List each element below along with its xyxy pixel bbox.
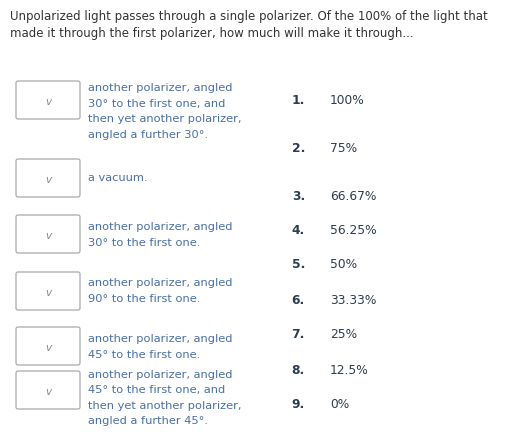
FancyBboxPatch shape xyxy=(16,371,80,409)
Text: 12.5%: 12.5% xyxy=(330,363,369,377)
FancyBboxPatch shape xyxy=(16,159,80,197)
Text: 30° to the first one, and: 30° to the first one, and xyxy=(88,98,225,108)
Text: v: v xyxy=(45,231,51,241)
Text: another polarizer, angled: another polarizer, angled xyxy=(88,83,233,93)
FancyBboxPatch shape xyxy=(16,215,80,253)
FancyBboxPatch shape xyxy=(16,327,80,365)
Text: 0%: 0% xyxy=(330,399,349,411)
Text: 56.25%: 56.25% xyxy=(330,224,377,236)
Text: angled a further 45°.: angled a further 45°. xyxy=(88,416,208,426)
Text: another polarizer, angled: another polarizer, angled xyxy=(88,278,233,288)
Text: 4.: 4. xyxy=(292,224,305,236)
Text: v: v xyxy=(45,387,51,397)
Text: Unpolarized light passes through a single polarizer. Of the 100% of the light th: Unpolarized light passes through a singl… xyxy=(10,10,488,23)
Text: v: v xyxy=(45,97,51,107)
Text: another polarizer, angled: another polarizer, angled xyxy=(88,370,233,380)
Text: 5.: 5. xyxy=(292,258,305,272)
Text: 90° to the first one.: 90° to the first one. xyxy=(88,294,200,303)
Text: 100%: 100% xyxy=(330,93,365,106)
Text: a vacuum.: a vacuum. xyxy=(88,173,147,183)
Text: v: v xyxy=(45,288,51,298)
Text: 45° to the first one, and: 45° to the first one, and xyxy=(88,385,225,396)
Text: 6.: 6. xyxy=(292,294,305,306)
Text: 7.: 7. xyxy=(292,329,305,341)
Text: 9.: 9. xyxy=(292,399,305,411)
Text: then yet another polarizer,: then yet another polarizer, xyxy=(88,401,242,411)
Text: 33.33%: 33.33% xyxy=(330,294,377,306)
Text: 45° to the first one.: 45° to the first one. xyxy=(88,350,200,359)
FancyBboxPatch shape xyxy=(16,81,80,119)
Text: 8.: 8. xyxy=(292,363,305,377)
Text: 75%: 75% xyxy=(330,142,357,154)
Text: another polarizer, angled: another polarizer, angled xyxy=(88,222,233,232)
Text: v: v xyxy=(45,175,51,185)
Text: made it through the first polarizer, how much will make it through...: made it through the first polarizer, how… xyxy=(10,27,414,40)
Text: then yet another polarizer,: then yet another polarizer, xyxy=(88,114,242,124)
Text: 1.: 1. xyxy=(292,93,305,106)
Text: 25%: 25% xyxy=(330,329,357,341)
Text: v: v xyxy=(45,343,51,353)
Text: 66.67%: 66.67% xyxy=(330,190,377,202)
Text: 30° to the first one.: 30° to the first one. xyxy=(88,238,200,247)
Text: 50%: 50% xyxy=(330,258,357,272)
Text: angled a further 30°.: angled a further 30°. xyxy=(88,130,208,139)
Text: 2.: 2. xyxy=(292,142,305,154)
Text: 3.: 3. xyxy=(292,190,305,202)
Text: another polarizer, angled: another polarizer, angled xyxy=(88,334,233,344)
FancyBboxPatch shape xyxy=(16,272,80,310)
